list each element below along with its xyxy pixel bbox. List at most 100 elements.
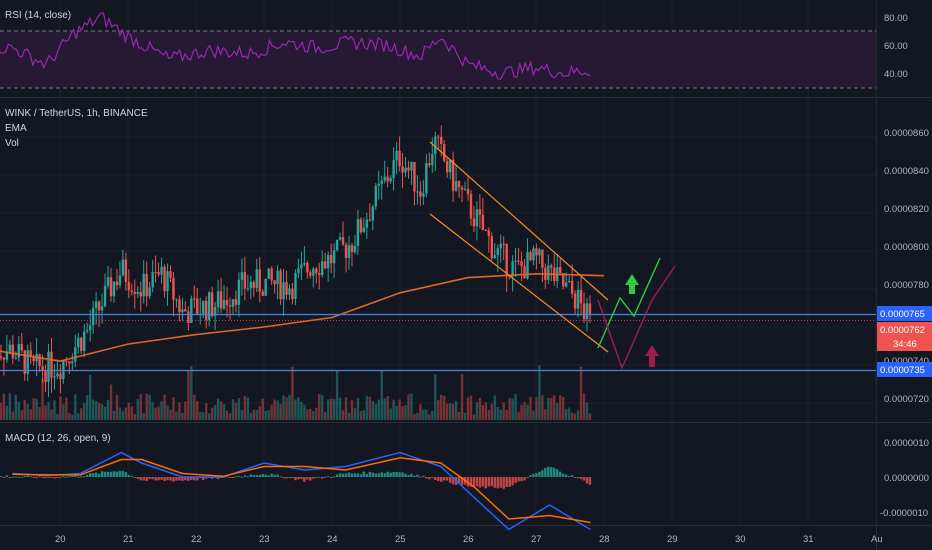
volume-bar — [383, 398, 386, 420]
macd-histogram-bar — [481, 477, 485, 487]
macd-histogram-bar — [261, 474, 264, 477]
price-tick-label: 0.0000800 — [884, 242, 929, 253]
macd-histogram-bar — [187, 477, 190, 481]
channel-lower-line[interactable] — [429, 213, 609, 353]
macd-histogram-bar — [172, 477, 175, 482]
volume-bar — [127, 402, 131, 420]
macd-histogram-bar — [428, 477, 431, 480]
volume-bar — [380, 370, 383, 420]
macd-histogram-bar — [457, 477, 461, 483]
macd-histogram-bar — [65, 476, 68, 478]
candle-body — [398, 150, 401, 167]
candle-body — [422, 193, 425, 197]
macd-histogram-bar — [326, 476, 330, 478]
macd-title: MACD (12, 26, open, 9) — [5, 433, 111, 444]
volume-bar — [181, 412, 184, 420]
candle-body — [585, 303, 589, 320]
volume-bar — [47, 402, 50, 420]
macd-histogram-bar — [431, 477, 434, 479]
candle-body — [172, 277, 175, 300]
macd-histogram-bar — [145, 477, 148, 481]
price-tick-label: 0.0000820 — [884, 204, 929, 215]
volume-bar — [410, 393, 413, 420]
macd-histogram-bar — [264, 474, 267, 477]
volume-bar — [541, 394, 544, 420]
volume-bar — [219, 401, 223, 420]
volume-bar — [2, 393, 6, 420]
candle-body — [88, 325, 92, 330]
volume-bar — [97, 402, 101, 420]
macd-histogram-bar — [62, 476, 65, 478]
candle-body — [371, 206, 374, 221]
volume-bar — [573, 413, 577, 420]
macd-histogram-bar — [338, 473, 342, 477]
volume-bar — [297, 397, 300, 420]
volume-bar — [457, 411, 461, 420]
volume-bar — [422, 409, 425, 420]
candle-body — [38, 354, 41, 367]
candle-body — [255, 269, 258, 288]
macd-histogram-bar — [190, 477, 193, 480]
volume-bar — [225, 410, 229, 420]
macd-histogram-bar — [556, 469, 559, 477]
price-tag-upper-text: 0.0000765 — [880, 309, 925, 320]
macd-histogram-bar — [547, 466, 550, 477]
candle-body — [404, 167, 407, 173]
macd-histogram-bar — [148, 477, 151, 480]
volume-bar — [106, 400, 110, 420]
bearish-projection-path[interactable] — [597, 265, 676, 370]
macd-histogram-bar — [103, 471, 107, 477]
candle-body — [219, 291, 223, 309]
volume-bar — [154, 407, 157, 420]
volume-bar — [71, 414, 74, 420]
candle-body — [329, 254, 333, 264]
macd-histogram-bar — [11, 476, 15, 478]
bullish-projection-path[interactable] — [597, 257, 661, 349]
macd-histogram-bar — [315, 477, 318, 479]
candle-body — [416, 191, 419, 193]
price-tick-label: 0.0000840 — [884, 166, 929, 177]
volume-bar — [368, 396, 372, 420]
volume-bar — [80, 408, 83, 420]
macd-histogram-bar — [175, 477, 178, 481]
macd-histogram-bar — [451, 477, 455, 485]
candle-body — [514, 260, 517, 262]
candle-body — [124, 259, 128, 282]
macd-histogram-bar — [484, 477, 488, 489]
indicator-label-vol[interactable]: Vol — [5, 138, 19, 149]
macd-pane: MACD (12, 26, open, 9) 0.0000010 0.00000… — [0, 433, 929, 531]
volume-bar — [142, 413, 145, 420]
volume-bar — [576, 410, 580, 420]
macd-histogram-bar — [279, 476, 282, 478]
candle-body — [68, 361, 71, 364]
candle-body — [410, 162, 413, 171]
macd-line — [12, 451, 591, 531]
macd-histogram-bar — [243, 475, 247, 477]
volume-bar — [318, 394, 321, 420]
candle-body — [213, 307, 217, 316]
macd-histogram-bar — [478, 477, 482, 488]
time-tick-label: 30 — [735, 534, 746, 545]
candle-body — [347, 245, 351, 258]
candle-body — [454, 181, 458, 191]
candle-body — [475, 209, 479, 227]
candle-body — [44, 370, 47, 383]
candle-body — [207, 292, 211, 320]
candle-body — [139, 292, 142, 297]
volume-bar — [65, 397, 68, 420]
volume-bar — [50, 409, 53, 420]
volume-bar — [228, 413, 232, 420]
time-axis[interactable]: 20 21 22 23 24 25 26 27 28 29 30 31 Au — [55, 534, 883, 545]
volume-bar — [94, 401, 98, 420]
candle-body — [115, 281, 119, 286]
price-tick-label: 0.0000740 — [884, 356, 929, 367]
indicator-label-ema[interactable]: EMA — [5, 123, 27, 134]
channel-upper-line[interactable] — [429, 141, 609, 301]
arrow-up-icon — [625, 274, 639, 294]
candle-body — [77, 337, 80, 348]
candle-body — [511, 261, 514, 277]
price-tag-last-text: 0.0000762 — [880, 325, 925, 336]
price-tick-label: 0.0000860 — [884, 128, 929, 139]
candle-body — [321, 261, 324, 275]
macd-histogram-bar — [91, 473, 95, 477]
